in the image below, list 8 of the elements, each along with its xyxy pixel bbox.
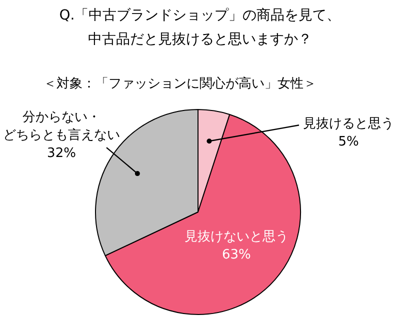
slice-label: 見抜けると思う [303, 116, 394, 132]
data-label: 63% [222, 247, 251, 262]
data-label: 32% [47, 146, 76, 161]
chart-title: Q.「中古ブランドショップ」の商品を見て、中古品だと見抜けると思いますか？ [59, 8, 341, 48]
data-label: 5% [338, 134, 359, 150]
slice-label: 分からない・どちらとも言えない [3, 110, 120, 143]
chart-subtitle: ＜対象：「ファッションに関心が高い」女性＞ [44, 75, 316, 92]
slice-label: 見抜けないと思う [184, 229, 288, 244]
